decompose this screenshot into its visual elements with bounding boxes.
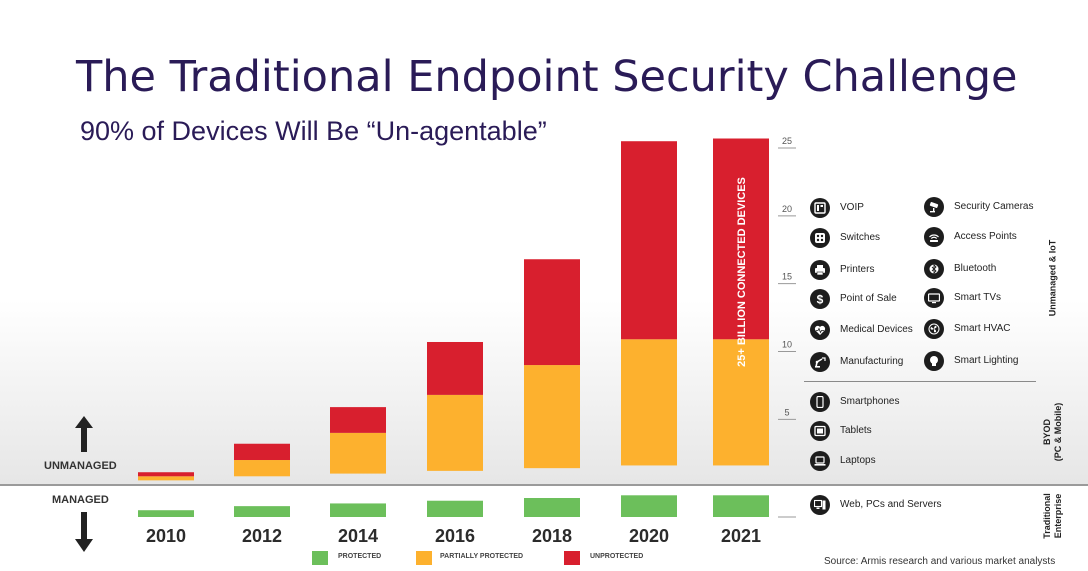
device-label: Smartphones	[840, 396, 900, 407]
bar-2016-protected	[427, 500, 483, 517]
bar-2020-protected	[621, 495, 677, 517]
legend-label-partially-protected: PARTIALLY PROTECTED	[440, 553, 524, 560]
legend-label-protected: PROTECTED	[338, 553, 382, 560]
device-label: Access Points	[954, 231, 1017, 242]
device-label: Smart HVAC	[954, 323, 1011, 334]
x-tick-label-2012: 2012	[242, 526, 282, 546]
enterprise-text-line1: Traditional	[1042, 493, 1052, 539]
x-tick-label-2020: 2020	[629, 526, 669, 546]
bar-2020-unprotected	[621, 141, 677, 340]
lightbulb-icon	[924, 351, 944, 371]
bar-2018-unprotected	[524, 259, 580, 366]
slide-subtitle: 90% of Devices Will Be “Un-agentable”	[80, 116, 547, 146]
y-tick-label-25: 25	[782, 136, 792, 146]
security-camera-icon	[924, 197, 944, 217]
y-tick-label-15: 15	[782, 272, 792, 282]
dollar-icon: $	[810, 289, 830, 309]
printer-icon	[810, 260, 830, 280]
unmanaged-label: UNMANAGED	[44, 460, 117, 472]
device-label: Printers	[840, 264, 875, 275]
voip-icon	[810, 198, 830, 218]
tablet-icon	[810, 421, 830, 441]
y-tick-label-20: 20	[782, 204, 792, 214]
byod-enterprise-divider	[804, 484, 1036, 485]
server-icon	[810, 495, 830, 515]
byod-text-line1: BYOD	[1042, 419, 1052, 446]
bar-2014-protected	[330, 503, 386, 517]
heart-monitor-icon	[810, 320, 830, 340]
managed-label: MANAGED	[52, 494, 109, 506]
device-label: Switches	[840, 232, 881, 243]
bar-2012-unprotected	[234, 443, 290, 461]
chart-legend: PROTECTED PARTIALLY PROTECTED UNPROTECTE…	[312, 550, 672, 566]
x-tick-label-2018: 2018	[532, 526, 572, 546]
enterprise-group-label: Traditional Enterprise	[1042, 493, 1064, 539]
legend-swatch-protected	[312, 551, 328, 565]
wifi-icon	[924, 227, 944, 247]
x-tick-label-2014: 2014	[338, 526, 378, 546]
legend-swatch-partially-protected	[416, 551, 432, 565]
device-label: Point of Sale	[840, 293, 897, 304]
smartphone-icon	[810, 392, 830, 412]
unmanaged-iot-group-label: Unmanaged & IoT	[1048, 240, 1059, 317]
bluetooth-icon	[924, 259, 944, 279]
bar-2010-partially-protected	[138, 476, 194, 481]
x-tick-label-2010: 2010	[146, 526, 186, 546]
managed-threshold-line	[0, 484, 1088, 486]
device-label: Smart TVs	[954, 292, 1002, 303]
laptop-icon	[810, 451, 830, 471]
y-tick-label-10: 10	[782, 339, 792, 349]
enterprise-text-line2: Enterprise	[1053, 493, 1063, 539]
legend-swatch-unprotected	[564, 551, 580, 565]
arrow-up-icon	[75, 416, 93, 452]
source-note: Source: Armis research and various marke…	[824, 556, 1056, 567]
tv-icon	[924, 288, 944, 308]
device-label: Security Cameras	[954, 201, 1034, 212]
legend-label-unprotected: UNPROTECTED	[590, 553, 644, 560]
byod-text-line2: (PC & Mobile)	[1053, 402, 1063, 462]
arrow-down-icon	[75, 512, 93, 552]
device-label: VOIP	[840, 202, 864, 213]
device-label: Bluetooth	[954, 263, 997, 274]
device-label: Manufacturing	[840, 356, 904, 367]
iot-byod-divider	[804, 381, 1036, 382]
bar-2012-partially-protected	[234, 460, 290, 477]
bar-2018-protected	[524, 498, 580, 517]
bar-2021-unprotected	[713, 138, 769, 340]
y-tick-label-5: 5	[784, 407, 789, 417]
bar-2016-partially-protected	[427, 394, 483, 471]
unmanaged-iot-text: Unmanaged & IoT	[1047, 239, 1058, 317]
x-tick-label-2021: 2021	[721, 526, 761, 546]
slide-title: The Traditional Endpoint Security Challe…	[76, 52, 1018, 102]
bar-2014-unprotected	[330, 407, 386, 433]
device-label: Web, PCs and Servers	[840, 499, 942, 510]
bar-2018-partially-protected	[524, 365, 580, 469]
device-label: Smart Lighting	[954, 355, 1019, 366]
bar-2010-unprotected	[138, 472, 194, 477]
byod-group-label: BYOD (PC & Mobile)	[1042, 403, 1064, 462]
bar-2020-partially-protected	[621, 339, 677, 466]
bar-2016-unprotected	[427, 341, 483, 395]
device-label: Laptops	[840, 455, 876, 466]
bar-2021-partially-protected	[713, 339, 769, 466]
device-label: Tablets	[840, 425, 872, 436]
x-tick-label-2016: 2016	[435, 526, 475, 546]
switches-icon	[810, 228, 830, 248]
bar-2021-protected	[713, 495, 769, 517]
robot-arm-icon	[810, 352, 830, 372]
svg-text:$: $	[817, 293, 824, 305]
fan-icon	[924, 319, 944, 339]
bar-2010-protected	[138, 510, 194, 517]
device-label: Medical Devices	[840, 324, 913, 335]
bar-2014-partially-protected	[330, 432, 386, 474]
bar-annotation-connected-devices: 25+ BILLION CONNECTED DEVICES	[736, 177, 748, 367]
bar-2012-protected	[234, 506, 290, 517]
